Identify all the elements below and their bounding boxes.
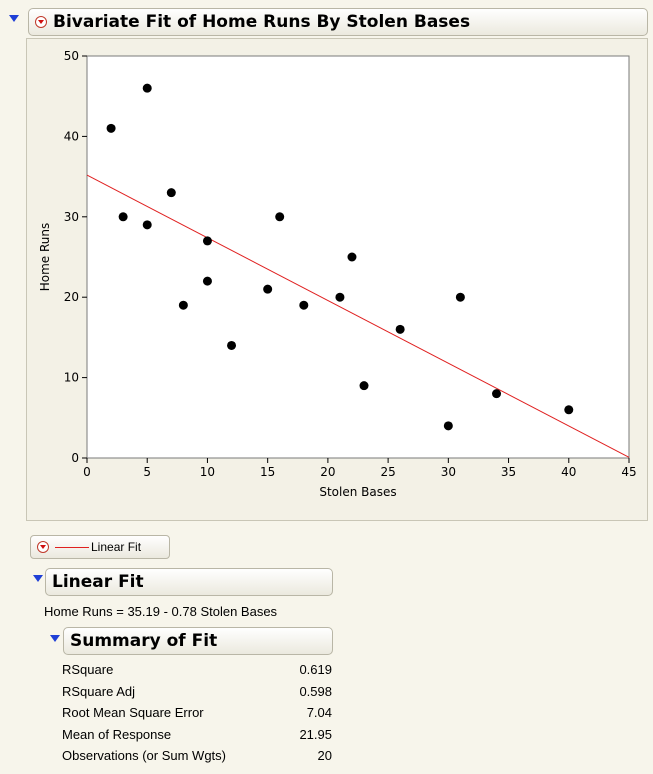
summary-table: RSquare 0.619 RSquare Adj 0.598 Root Mean …	[62, 662, 332, 770]
red-triangle-menu-icon[interactable]	[37, 541, 49, 553]
data-point	[455, 292, 465, 302]
data-point	[335, 292, 345, 302]
row-value: 0.619	[299, 662, 332, 677]
outline-disclosure-icon[interactable]	[50, 635, 60, 642]
x-tick-label: 20	[320, 465, 335, 479]
x-tick-label: 0	[83, 465, 91, 479]
y-axis-label: Home Runs	[38, 223, 52, 292]
summary-title: Summary of Fit	[70, 631, 218, 651]
y-tick-label: 10	[64, 371, 79, 385]
data-point	[227, 340, 237, 350]
data-point	[202, 276, 212, 286]
report-title-header[interactable]: Bivariate Fit of Home Runs By Stolen Bas…	[28, 8, 648, 36]
data-point	[202, 236, 212, 246]
x-tick-label: 30	[441, 465, 456, 479]
legend-linear-fit[interactable]: Linear Fit	[30, 535, 170, 559]
data-point	[106, 123, 116, 133]
row-value: 0.598	[299, 683, 332, 699]
x-tick-label: 25	[380, 465, 395, 479]
data-point	[359, 381, 369, 391]
x-tick-label: 45	[621, 465, 636, 479]
data-point	[347, 252, 357, 262]
data-point	[142, 83, 152, 93]
outline-disclosure-icon[interactable]	[33, 575, 43, 582]
y-tick-label: 20	[64, 290, 79, 304]
data-point	[118, 212, 128, 222]
row-value: 20	[317, 748, 332, 763]
summary-of-fit-header[interactable]: Summary of Fit	[63, 627, 333, 655]
x-tick-label: 40	[561, 465, 576, 479]
table-row: Root Mean Square Error 7.04	[62, 705, 332, 727]
row-label: RSquare	[62, 662, 114, 677]
row-value: 21.95	[299, 726, 332, 742]
row-value: 7.04	[306, 705, 332, 720]
data-point	[275, 212, 285, 222]
x-tick-label: 5	[143, 465, 151, 479]
scatter-chart[interactable]: 0 10 20 30 40 50 0 5 10 15 20 25 30 35 40 45 Stolen Base…	[27, 39, 647, 520]
table-row: RSquare 0.619	[62, 662, 332, 684]
data-point	[443, 421, 453, 431]
table-row: Mean of Response 21.95	[62, 727, 332, 749]
y-tick-label: 0	[71, 451, 79, 465]
report-title: Bivariate Fit of Home Runs By Stolen Bas…	[53, 12, 471, 32]
fit-equation: Home Runs = 35.19 - 0.78 Stolen Bases	[44, 604, 278, 619]
x-tick-label: 15	[260, 465, 275, 479]
data-point	[395, 324, 405, 334]
x-axis-label: Stolen Bases	[319, 485, 396, 499]
row-label: Mean of Response	[62, 726, 172, 742]
row-label: Root Mean Square Error	[62, 705, 204, 720]
data-point	[166, 188, 176, 198]
legend-label: Linear Fit	[91, 540, 142, 554]
legend-line-swatch	[55, 546, 89, 548]
data-point	[299, 300, 309, 310]
y-tick-label: 50	[64, 49, 79, 63]
row-label: Observations (or Sum Wgts)	[62, 748, 226, 763]
red-triangle-menu-icon[interactable]	[35, 16, 47, 28]
outline-disclosure-icon[interactable]	[9, 15, 19, 22]
x-tick-label: 35	[501, 465, 516, 479]
linear-fit-title: Linear Fit	[52, 572, 144, 592]
data-point	[178, 300, 188, 310]
y-tick-label: 40	[64, 129, 79, 143]
x-tick-label: 10	[200, 465, 215, 479]
plot-area	[86, 55, 630, 459]
row-label: RSquare Adj	[62, 683, 135, 699]
table-row: Observations (or Sum Wgts) 20	[62, 748, 332, 770]
linear-fit-header[interactable]: Linear Fit	[45, 568, 333, 596]
data-point	[492, 389, 502, 399]
data-point	[142, 220, 152, 230]
y-tick-label: 30	[64, 210, 79, 224]
data-point	[263, 284, 273, 294]
fit-line	[86, 174, 630, 458]
chart-frame: 0 10 20 30 40 50 0 5 10 15 20 25 30 35 40 45 Stolen Base…	[26, 38, 648, 521]
data-point	[564, 405, 574, 415]
table-row: RSquare Adj 0.598	[62, 684, 332, 706]
